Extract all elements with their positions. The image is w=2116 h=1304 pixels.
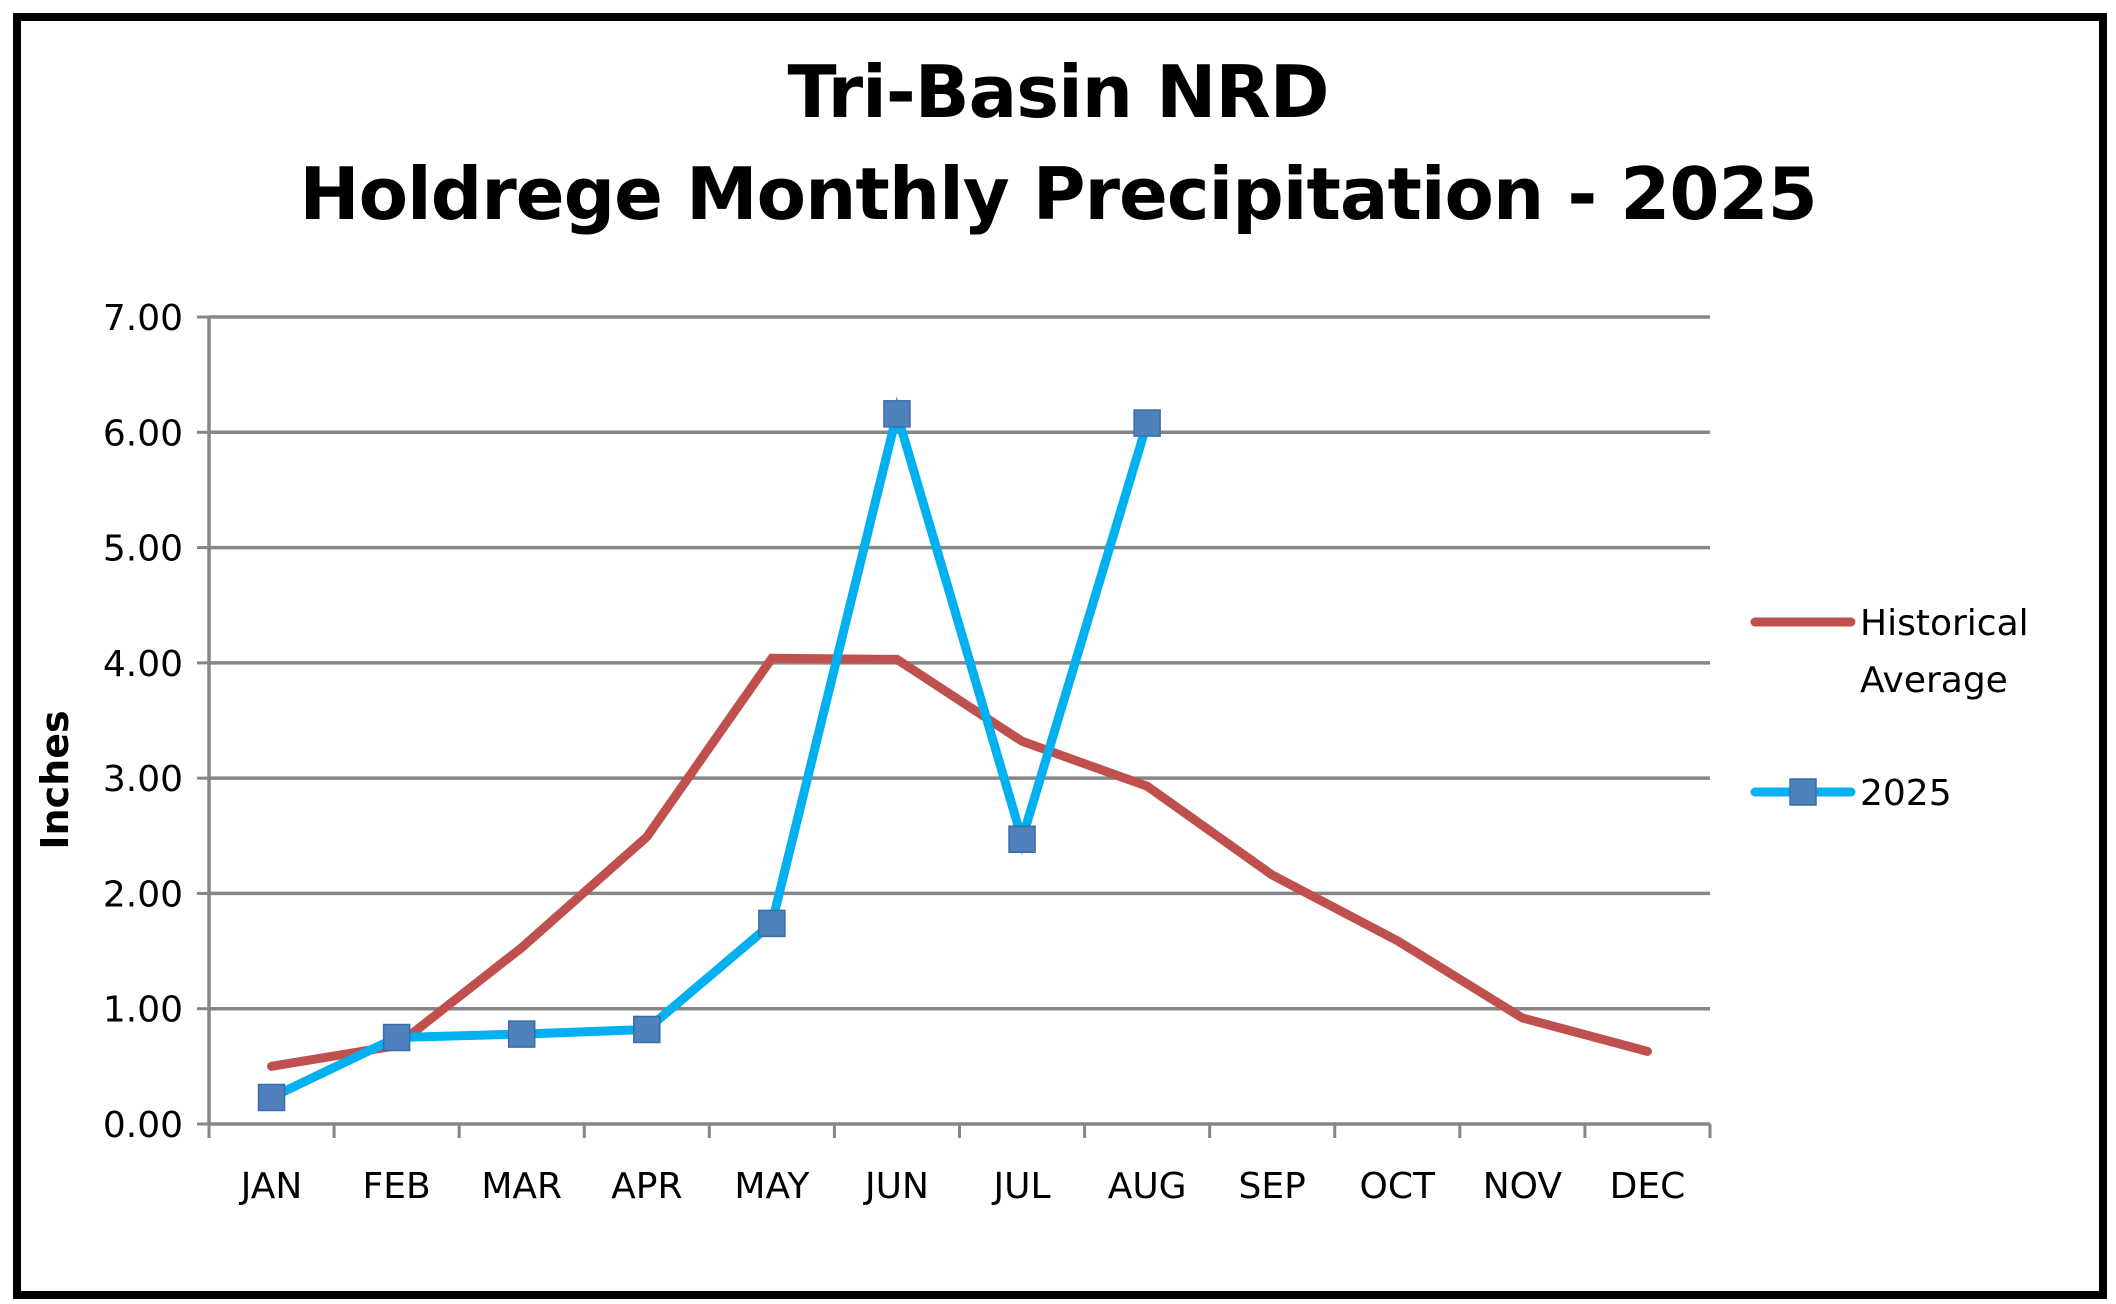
series-line-1 [267,396,1152,1102]
x-tick-label: SEP [1239,1166,1306,1207]
data-point-marker [633,1015,661,1044]
x-tick-label: JUN [863,1166,929,1207]
data-point-marker [883,400,911,428]
x-tick-label: MAY [734,1166,810,1207]
data-point-marker [257,1083,286,1112]
x-tick-label: JUL [992,1166,1051,1207]
data-point-marker [382,1023,411,1052]
gridlines [209,315,1710,1011]
chart-title: Tri-Basin NRD [787,50,1329,134]
y-tick-label: 2.00 [103,874,183,915]
y-tick-label: 1.00 [103,990,183,1031]
y-tick-label: 7.00 [103,298,183,339]
x-tick-label: NOV [1483,1166,1563,1207]
y-tick-label: 3.00 [103,759,183,800]
x-tick-label: DEC [1610,1166,1686,1207]
series [257,396,1652,1112]
legend-label: Average [1860,660,2008,701]
data-point-marker [1133,409,1161,437]
y-tick-label: 4.00 [103,644,183,685]
x-tick-label: AUG [1108,1166,1187,1207]
x-tick-label: MAR [481,1166,562,1207]
x-tick-label: FEB [363,1166,431,1207]
x-tick-label: JAN [239,1166,303,1207]
axes [197,315,1712,1138]
y-tick-labels: 0.00 1.00 2.00 3.00 4.00 5.00 6.00 7.00 [103,298,183,1146]
legend-label: Historical [1860,603,2029,644]
legend-marker [1789,778,1817,806]
y-tick-label: 5.00 [103,529,183,570]
y-tick-label: 0.00 [103,1105,183,1146]
chart-frame [13,13,2107,1299]
chart-subtitle: Holdrege Monthly Precipitation - 2025 [299,152,1817,236]
y-axis-label: Inches [33,710,77,849]
legend: Historical Average 2025 [1750,603,2029,814]
x-tick-labels: JAN FEB MAR APR MAY JUN JUL AUG SEP OCT NOV DEC [239,1166,1685,1207]
x-tick-label: APR [611,1166,682,1207]
y-tick-label: 6.00 [103,413,183,454]
data-point-marker [758,909,786,938]
x-tick-label: OCT [1360,1166,1436,1207]
data-point-marker [1008,825,1036,853]
data-point-marker [507,1020,536,1048]
legend-label: 2025 [1860,773,1952,814]
series-line-0 [267,653,1652,1071]
